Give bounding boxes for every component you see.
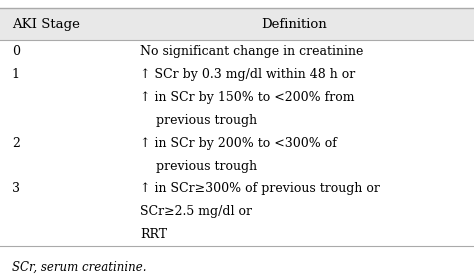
- Text: previous trough: previous trough: [140, 114, 257, 127]
- Bar: [0, 8, 474, 40]
- Text: ↑ in SCr by 200% to <300% of: ↑ in SCr by 200% to <300% of: [140, 137, 337, 150]
- Text: No significant change in creatinine: No significant change in creatinine: [140, 45, 363, 58]
- Text: ↑ in SCr≥300% of previous trough or: ↑ in SCr≥300% of previous trough or: [140, 182, 380, 195]
- Text: RRT: RRT: [140, 228, 167, 241]
- Text: SCr, serum creatinine.: SCr, serum creatinine.: [12, 260, 146, 273]
- Text: ↑ in SCr by 150% to <200% from: ↑ in SCr by 150% to <200% from: [140, 91, 355, 104]
- Text: 0: 0: [12, 45, 20, 58]
- Text: SCr≥2.5 mg/dl or: SCr≥2.5 mg/dl or: [140, 205, 252, 218]
- Text: 2: 2: [12, 137, 20, 150]
- Text: 1: 1: [12, 68, 20, 81]
- Text: AKI Stage: AKI Stage: [12, 18, 80, 31]
- Text: ↑ SCr by 0.3 mg/dl within 48 h or: ↑ SCr by 0.3 mg/dl within 48 h or: [140, 68, 355, 81]
- Text: 3: 3: [12, 182, 20, 195]
- Text: previous trough: previous trough: [140, 160, 257, 173]
- Text: Definition: Definition: [261, 18, 327, 31]
